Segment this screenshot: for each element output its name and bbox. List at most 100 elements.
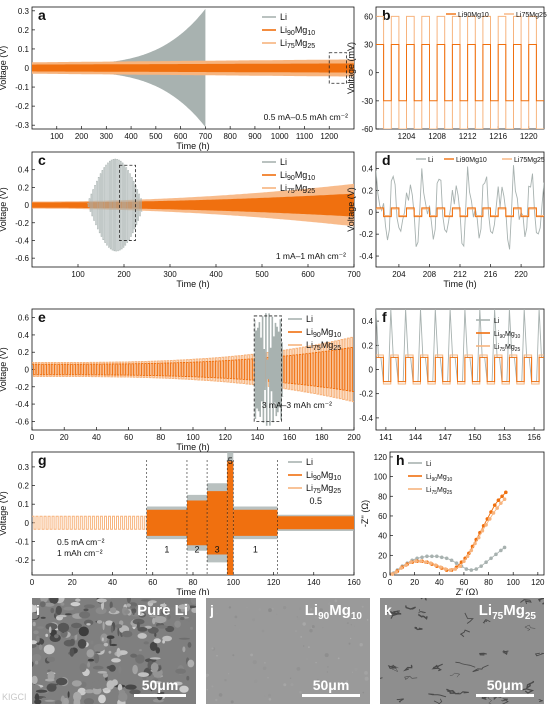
x-tick-label-c: 600 <box>301 270 315 279</box>
scatter-point-Li <box>464 567 469 571</box>
watermark-text: KIGCI <box>2 692 27 702</box>
sem-grain-i <box>83 604 95 609</box>
sem-crack-k <box>464 612 474 624</box>
y-tick-label-e: 0.4 <box>18 331 30 340</box>
sem-grain-i <box>77 639 87 649</box>
series-area-mg10-g-5 <box>277 516 354 530</box>
sem-grain-i <box>108 650 112 654</box>
x-tick-label-b: 1220 <box>520 132 538 141</box>
legend-label-mg25: Li75Mg25 <box>280 38 315 50</box>
sem-panel-j: j Li90Mg10 50μm <box>206 598 370 704</box>
y-axis-label-e: Voltage (V) <box>0 347 8 392</box>
sem-grain-i <box>177 604 188 610</box>
legend-text: Li <box>280 38 287 48</box>
plot-frame-h <box>389 451 545 576</box>
scatter-point-Li <box>415 556 419 561</box>
x-axis-label-c: Time (h) <box>176 279 209 289</box>
sem-grain-j <box>364 676 369 681</box>
sem-crack-k <box>524 624 536 631</box>
sem-grain-j <box>327 666 329 668</box>
chart-panel-g: 0 20 40 60 80 100 120 140 160 -0.2 -0.1 0 0.1 0.2 0.3 T… <box>0 451 361 595</box>
panel-label-a: a <box>38 7 46 23</box>
sem-grain-i <box>173 681 183 686</box>
sem-crack-k <box>391 665 399 673</box>
sem-grain-j <box>206 673 209 678</box>
sem-grain-i <box>32 612 39 620</box>
annotation-capacity-g: 1 mAh cm⁻² <box>57 548 103 558</box>
scatter-point-Li75Mg25 <box>428 561 433 565</box>
y-axis-label-a: Voltage (V) <box>0 46 8 91</box>
sem-grain-i <box>150 685 153 692</box>
scatter-point-Li <box>435 554 439 559</box>
inset-box-e <box>253 315 282 422</box>
sem-grain-i <box>117 684 123 691</box>
legend-text: Mg <box>321 340 334 350</box>
legend-sub: 75 <box>313 488 321 495</box>
sem-crack-k <box>525 680 535 690</box>
x-tick-label-a: 1000 <box>271 132 289 141</box>
sem-grain-j <box>353 625 356 627</box>
y-tick-label-c: 0.2 <box>18 183 30 192</box>
scatter-point-Li <box>499 548 503 553</box>
legend-text: Li <box>306 470 313 480</box>
scatter-point-Li75Mg25 <box>458 564 463 568</box>
sem-grain-i <box>106 680 115 690</box>
sem-grain-i <box>187 659 195 668</box>
x-tick-label-a: 400 <box>124 132 138 141</box>
sem-grain-i <box>93 653 100 664</box>
sem-grain-i <box>102 672 108 678</box>
sem-grain-j <box>296 616 298 618</box>
x-tick-label-c: 300 <box>163 270 177 279</box>
sem-grain-i <box>32 654 42 662</box>
scatter-point-Li <box>474 567 479 571</box>
sem-crack-k <box>479 652 487 656</box>
sem-grain-i <box>32 598 38 606</box>
panel-label-b: b <box>382 7 391 23</box>
step-label-g: 5 <box>228 456 233 466</box>
sem-grain-j <box>216 654 218 657</box>
chart-panel-f: 141 144 147 150 153 156-0.4-0.200.20.4 f LiLi90… <box>359 308 545 442</box>
sem-grain-i <box>44 678 55 682</box>
x-tick-label-c: 100 <box>71 270 85 279</box>
legend-text: Mg <box>321 483 334 493</box>
sem-grain-j <box>350 624 352 626</box>
sem-grain-j <box>234 615 238 619</box>
sem-grain-i <box>34 660 39 665</box>
legend-text: Mg <box>437 474 447 481</box>
step-label-g: 2 <box>195 545 200 555</box>
sem-crack-k <box>433 698 443 704</box>
sem-crack-k <box>534 652 544 657</box>
legend-label-mg10: Li90Mg10 <box>456 157 487 164</box>
sem-grain-i <box>132 611 135 615</box>
sem-crack-k <box>486 697 493 704</box>
y-tick-label-g: -0.1 <box>15 537 29 546</box>
x-tick-label-h: 40 <box>435 578 444 587</box>
sem-grain-i <box>40 697 49 704</box>
sem-grain-i <box>32 643 37 649</box>
sem-crack-k <box>405 605 416 610</box>
sem-crack-k <box>396 698 404 703</box>
sem-grain-j <box>299 690 302 694</box>
x-tick-label-b: 1204 <box>398 132 416 141</box>
sem-grain-i <box>138 649 142 652</box>
series-group-d <box>376 165 544 250</box>
sem-grain-j <box>263 695 266 698</box>
annotation-current-g: 0.5 mA cm⁻² <box>57 537 105 547</box>
sem-grain-i <box>153 638 161 644</box>
sem-grain-i <box>44 699 56 702</box>
legend-sub: 25 <box>515 347 521 353</box>
sem-grain-i <box>71 622 82 629</box>
sem-grain-i <box>47 671 55 681</box>
sem-grain-i <box>162 635 173 642</box>
y-tick-label-a: 0 <box>25 64 30 73</box>
legend-text: Mg <box>505 344 515 351</box>
scatter-point-Li75Mg25 <box>476 535 481 540</box>
sem-grain-i <box>92 665 104 670</box>
series-line-mg10-b <box>376 44 544 102</box>
sem-grain-i <box>190 598 196 605</box>
x-tick-label-e: 80 <box>156 433 165 442</box>
sem-grain-i <box>111 658 121 663</box>
sem-grain-j <box>315 661 317 664</box>
sem-grain-i <box>178 637 191 640</box>
legend-sub: 25 <box>307 43 315 50</box>
